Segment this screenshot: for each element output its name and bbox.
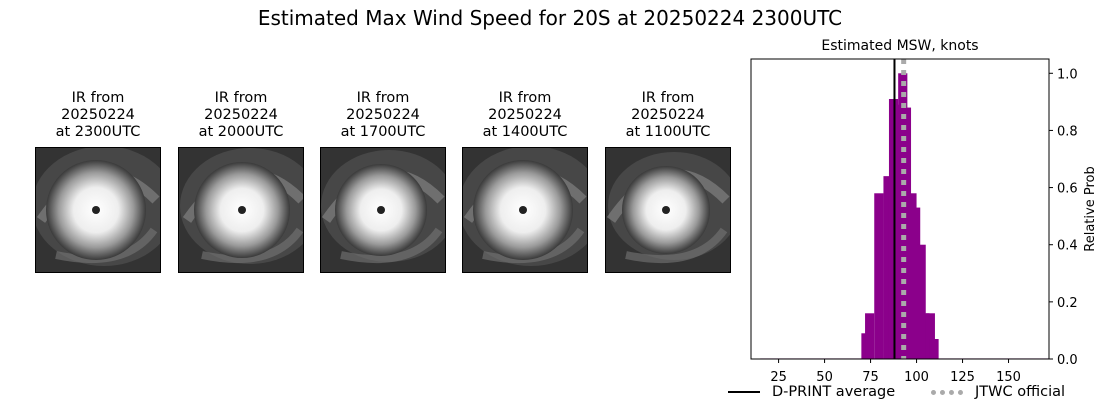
ir-caption-line: IR from bbox=[641, 90, 695, 106]
ir-caption-line: 20250224 bbox=[488, 107, 562, 123]
ir-caption-line: 20250224 bbox=[346, 107, 420, 123]
satellite-ir-image-icon bbox=[462, 147, 588, 273]
histogram-bar bbox=[883, 176, 893, 359]
y-axis-label: Relative Prob bbox=[1083, 166, 1098, 251]
y-tick-label: 0.8 bbox=[1057, 124, 1078, 139]
x-tick-label: 125 bbox=[950, 370, 975, 384]
y-tick-label: 0.2 bbox=[1057, 296, 1078, 311]
ir-caption-line: 20250224 bbox=[204, 107, 278, 123]
satellite-ir-image-icon bbox=[35, 147, 161, 273]
ir-caption-line: IR from bbox=[71, 90, 125, 106]
histogram-bar bbox=[920, 313, 930, 359]
ir-caption-line: IR from bbox=[214, 90, 268, 106]
ir-caption-line: at 2300UTC bbox=[55, 124, 141, 140]
plot-frame bbox=[750, 58, 1050, 360]
ir-caption-line: 20250224 bbox=[61, 107, 135, 123]
ir-caption-line: at 2000UTC bbox=[198, 124, 284, 140]
legend-dotted-line-icon bbox=[931, 389, 963, 395]
legend-item-dprint: D-PRINT average bbox=[728, 384, 895, 400]
legend-label-jtwc: JTWC official bbox=[975, 384, 1066, 400]
ir-caption-line: at 1400UTC bbox=[482, 124, 568, 140]
ir-caption: IR from 20250224 at 2300UTC bbox=[15, 90, 181, 141]
ir-caption: IR from 20250224 at 2000UTC bbox=[158, 90, 324, 141]
msw-histogram-chart: Estimated MSW, knots 25 50 75 100 125 150 0.0 0.… bbox=[750, 38, 1098, 384]
y-tick-label: 0.6 bbox=[1057, 182, 1078, 197]
x-tick-label: 25 bbox=[770, 370, 787, 384]
legend-solid-line-icon bbox=[728, 391, 760, 393]
x-tick-label: 50 bbox=[816, 370, 833, 384]
legend-item-jtwc: JTWC official bbox=[931, 384, 1065, 400]
histogram-bar bbox=[865, 313, 875, 359]
ir-caption-line: at 1700UTC bbox=[340, 124, 426, 140]
chart-title: Estimated MSW, knots bbox=[821, 38, 978, 54]
chart-legend: D-PRINT average JTWC official bbox=[0, 384, 1100, 408]
histogram-bar bbox=[892, 104, 902, 359]
x-tick-label: 150 bbox=[996, 370, 1021, 384]
y-tick-label: 0.0 bbox=[1057, 353, 1078, 368]
ir-caption: IR from 20250224 at 1700UTC bbox=[300, 90, 466, 141]
x-tick-label: 75 bbox=[862, 370, 879, 384]
ir-caption-line: 20250224 bbox=[631, 107, 705, 123]
histogram-bar bbox=[874, 193, 884, 359]
y-tick-label: 0.4 bbox=[1057, 239, 1078, 254]
figure-title: Estimated Max Wind Speed for 20S at 2025… bbox=[257, 6, 843, 30]
satellite-ir-image-icon bbox=[320, 147, 446, 273]
y-tick-label: 1.0 bbox=[1057, 67, 1078, 82]
histogram-bar bbox=[929, 339, 939, 359]
histogram-bar bbox=[925, 313, 935, 359]
ir-caption-line: IR from bbox=[356, 90, 410, 106]
satellite-ir-image-icon bbox=[178, 147, 304, 273]
ir-caption-line: at 1100UTC bbox=[625, 124, 711, 140]
histogram-bar bbox=[911, 207, 921, 359]
x-tick-label: 100 bbox=[904, 370, 929, 384]
histogram-bar bbox=[901, 107, 912, 359]
ir-caption: IR from 20250224 at 1100UTC bbox=[585, 90, 751, 141]
histogram-bar bbox=[916, 244, 926, 359]
ir-caption: IR from 20250224 at 1400UTC bbox=[442, 90, 608, 141]
ir-caption-line: IR from bbox=[498, 90, 552, 106]
legend-label-dprint: D-PRINT average bbox=[772, 384, 896, 400]
satellite-ir-image-icon bbox=[605, 147, 731, 273]
